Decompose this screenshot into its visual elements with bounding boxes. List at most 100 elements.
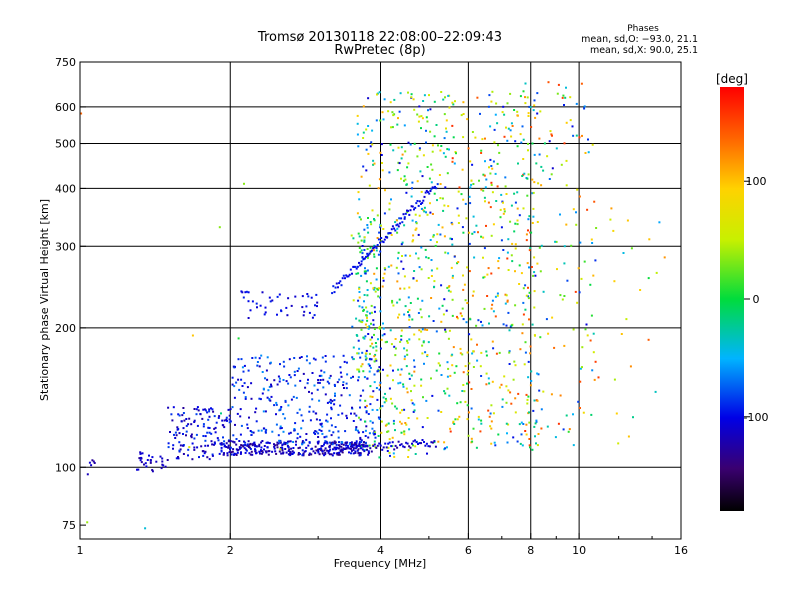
data-point bbox=[350, 234, 353, 237]
data-point bbox=[586, 334, 589, 337]
data-point bbox=[402, 267, 405, 270]
data-point bbox=[317, 381, 320, 384]
data-point bbox=[433, 100, 436, 103]
data-point bbox=[470, 338, 473, 341]
data-point bbox=[416, 180, 419, 183]
data-point bbox=[369, 357, 372, 360]
data-point bbox=[490, 442, 493, 445]
data-point bbox=[484, 137, 486, 140]
data-point bbox=[146, 459, 149, 461]
data-point bbox=[193, 437, 196, 440]
data-point bbox=[371, 427, 374, 430]
data-point bbox=[505, 126, 507, 129]
data-point bbox=[537, 182, 540, 185]
data-point bbox=[369, 366, 372, 369]
data-point bbox=[527, 115, 530, 117]
data-point bbox=[384, 341, 387, 344]
data-point bbox=[324, 447, 327, 450]
data-point bbox=[373, 218, 375, 220]
data-point bbox=[480, 152, 483, 154]
data-point bbox=[422, 100, 425, 102]
data-point bbox=[438, 307, 441, 310]
data-point bbox=[243, 182, 245, 185]
data-point bbox=[330, 443, 333, 446]
data-point bbox=[468, 333, 471, 336]
data-point bbox=[403, 355, 406, 358]
data-point bbox=[296, 370, 299, 372]
data-point bbox=[244, 448, 247, 451]
data-point bbox=[449, 237, 452, 240]
data-point bbox=[488, 94, 491, 97]
data-point bbox=[418, 147, 421, 150]
data-point bbox=[533, 399, 536, 402]
data-point bbox=[264, 306, 267, 309]
data-point bbox=[527, 173, 530, 176]
data-point bbox=[580, 277, 583, 280]
data-point bbox=[387, 422, 390, 425]
data-point bbox=[514, 270, 516, 273]
data-point bbox=[344, 277, 346, 280]
data-point bbox=[202, 423, 205, 426]
data-point bbox=[270, 385, 273, 388]
data-point bbox=[305, 433, 308, 435]
data-point bbox=[93, 462, 96, 464]
data-point bbox=[310, 392, 313, 395]
data-point bbox=[225, 442, 228, 445]
data-point bbox=[501, 398, 504, 401]
data-point bbox=[201, 417, 204, 420]
data-point bbox=[495, 200, 498, 202]
chart-subtitle: RwPretec (8p) bbox=[334, 43, 425, 58]
data-point bbox=[478, 179, 480, 182]
data-point bbox=[247, 440, 250, 443]
data-point bbox=[461, 390, 464, 392]
data-point bbox=[399, 92, 402, 95]
data-point bbox=[323, 449, 326, 452]
data-point bbox=[521, 175, 524, 177]
data-point bbox=[460, 314, 463, 317]
data-point bbox=[231, 440, 234, 443]
data-point bbox=[453, 162, 456, 165]
data-point bbox=[587, 138, 589, 141]
data-point bbox=[395, 266, 398, 269]
data-point bbox=[359, 399, 362, 402]
data-point bbox=[260, 441, 263, 444]
data-point bbox=[314, 433, 317, 435]
data-point bbox=[382, 327, 385, 330]
data-point bbox=[441, 226, 444, 229]
data-point bbox=[372, 432, 375, 435]
data-point bbox=[321, 356, 324, 359]
data-point bbox=[377, 338, 379, 341]
data-point bbox=[491, 340, 494, 343]
data-point bbox=[452, 136, 455, 139]
data-point bbox=[471, 232, 474, 235]
data-point bbox=[365, 169, 368, 172]
data-point bbox=[451, 314, 454, 317]
data-point bbox=[408, 338, 411, 341]
data-point bbox=[336, 446, 339, 449]
data-point bbox=[453, 255, 456, 258]
data-point bbox=[369, 145, 372, 148]
data-point bbox=[342, 443, 345, 446]
data-point bbox=[451, 243, 454, 246]
data-point bbox=[284, 448, 287, 450]
data-point bbox=[333, 403, 336, 406]
data-point bbox=[557, 83, 560, 86]
data-point bbox=[503, 210, 506, 213]
data-point bbox=[321, 432, 324, 435]
data-point bbox=[514, 247, 517, 250]
data-point bbox=[398, 217, 401, 220]
data-point bbox=[308, 390, 310, 393]
data-point bbox=[339, 371, 342, 374]
data-point bbox=[346, 275, 349, 278]
data-point bbox=[299, 435, 302, 438]
data-point bbox=[400, 157, 403, 160]
data-point bbox=[216, 437, 219, 440]
data-point bbox=[364, 355, 367, 358]
data-point bbox=[428, 315, 431, 318]
data-point bbox=[346, 444, 349, 447]
data-point bbox=[353, 443, 356, 446]
data-point bbox=[411, 181, 414, 184]
data-point bbox=[378, 388, 381, 391]
data-point bbox=[502, 249, 505, 251]
data-point bbox=[448, 285, 451, 288]
